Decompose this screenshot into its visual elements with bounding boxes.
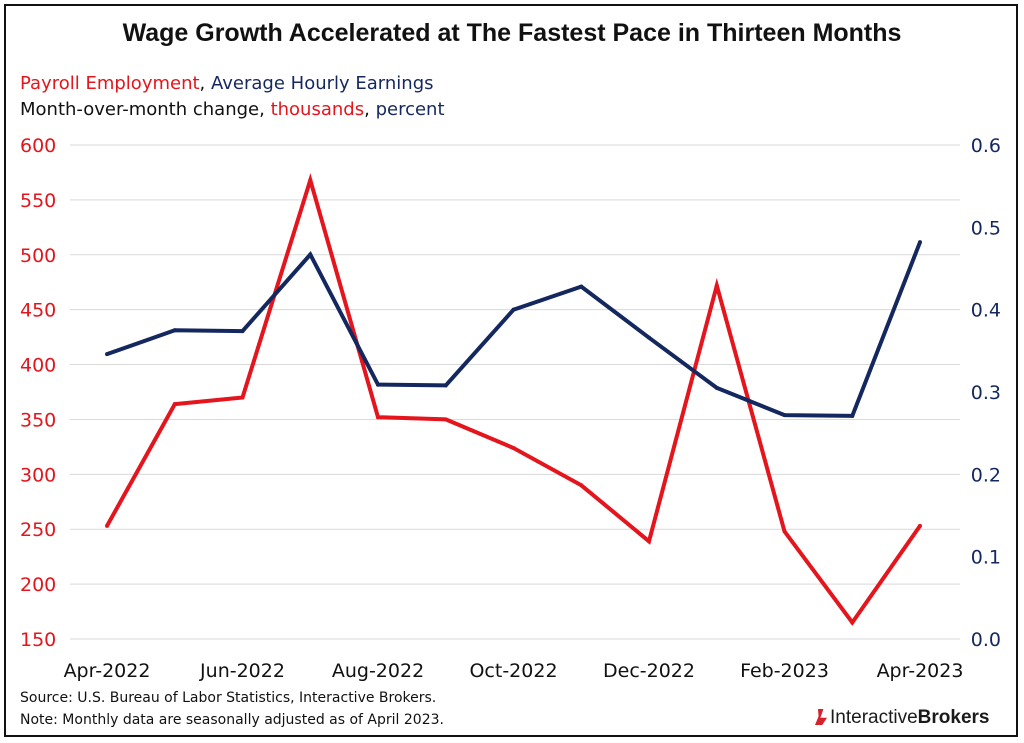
payroll-point [376, 415, 380, 420]
x-tick-label: Jun-2022 [199, 660, 285, 682]
right-tick-label: 0.5 [971, 217, 1001, 239]
average-hourly-earnings-line [106, 241, 922, 418]
earnings-point [647, 335, 651, 340]
payroll-employment-line [105, 173, 922, 626]
x-tick-label: Apr-2022 [64, 660, 151, 682]
chart-title: Wage Growth Accelerated at The Fastest P… [122, 19, 902, 47]
payroll-point [850, 620, 855, 625]
logo-mark-icon [815, 709, 827, 725]
right-tick-label: 0.3 [971, 382, 1001, 404]
earnings-point [579, 284, 584, 289]
units-right: percent [375, 99, 445, 120]
source-note: Source: U.S. Bureau of Labor Statistics,… [20, 690, 437, 706]
legend-units: Month-over-month change, thousands, perc… [20, 99, 445, 120]
units-left: thousands [270, 99, 365, 120]
earnings-point [714, 385, 719, 390]
x-tick-label: Aug-2022 [332, 660, 424, 682]
units-prefix: Month-over-month change, [20, 99, 265, 120]
payroll-point [511, 445, 516, 450]
earnings-point [240, 329, 245, 334]
gridlines [70, 144, 960, 640]
legend-earnings-label: Average Hourly Earnings [211, 73, 434, 94]
payroll-point [105, 523, 109, 528]
left-tick-label: 300 [20, 464, 56, 486]
adjustment-note: Note: Monthly data are seasonally adjust… [20, 712, 444, 728]
left-tick-label: 400 [20, 355, 56, 377]
series-lines [105, 173, 922, 626]
earnings-point [105, 352, 109, 357]
x-tick-label: Oct-2022 [469, 660, 557, 682]
earnings-point [172, 328, 177, 333]
units-separator: , [364, 99, 370, 120]
left-tick-label: 250 [20, 519, 56, 541]
right-tick-label: 0.1 [971, 547, 1001, 569]
left-tick-label: 350 [20, 409, 56, 431]
legend-payroll-label: Payroll Employment [20, 73, 200, 94]
logo-text-regular: Interactive [830, 707, 918, 728]
left-tick-label: 550 [20, 190, 56, 212]
left-tick-label: 600 [20, 135, 56, 157]
right-tick-label: 0.2 [971, 464, 1001, 486]
payroll-point [172, 402, 177, 407]
payroll-point [918, 523, 922, 528]
earnings-point [918, 240, 922, 245]
left-tick-label: 450 [20, 300, 56, 322]
x-tick-label: Dec-2022 [603, 660, 695, 682]
earnings-point [443, 383, 448, 388]
x-axis-ticks: Apr-2022 Jun-2022 Aug-2022 Oct-2022 Dec-2022… [64, 660, 964, 682]
logo-text-bold: Brokers [917, 707, 990, 728]
x-tick-label: Feb-2023 [740, 660, 829, 682]
payroll-point [714, 283, 719, 288]
left-tick-label: 500 [20, 245, 56, 267]
earnings-point [782, 413, 787, 418]
payroll-point [647, 539, 651, 544]
left-tick-label: 200 [20, 574, 56, 596]
payroll-point [240, 395, 245, 400]
earnings-point [376, 382, 380, 387]
left-axis-ticks: 600 550 500 450 400 350 300 250 200 150 [20, 135, 56, 651]
legend-series: Payroll Employment, Average Hourly Earni… [20, 73, 434, 94]
payroll-point [579, 483, 584, 488]
right-tick-label: 0.4 [971, 300, 1001, 322]
earnings-point [308, 252, 313, 257]
left-tick-label: 150 [20, 629, 56, 651]
payroll-point [308, 178, 313, 183]
interactive-brokers-logo: InteractiveBrokers [815, 707, 989, 729]
payroll-point [782, 529, 787, 534]
earnings-point [850, 413, 855, 418]
payroll-point [443, 417, 448, 422]
x-tick-label: Apr-2023 [877, 660, 964, 682]
right-tick-label: 0.6 [971, 135, 1001, 157]
right-axis-ticks: 0.6 0.5 0.4 0.3 0.2 0.1 0.0 [971, 135, 1001, 651]
right-tick-label: 0.0 [971, 629, 1001, 651]
legend-separator: , [199, 73, 206, 94]
earnings-point [511, 307, 516, 312]
